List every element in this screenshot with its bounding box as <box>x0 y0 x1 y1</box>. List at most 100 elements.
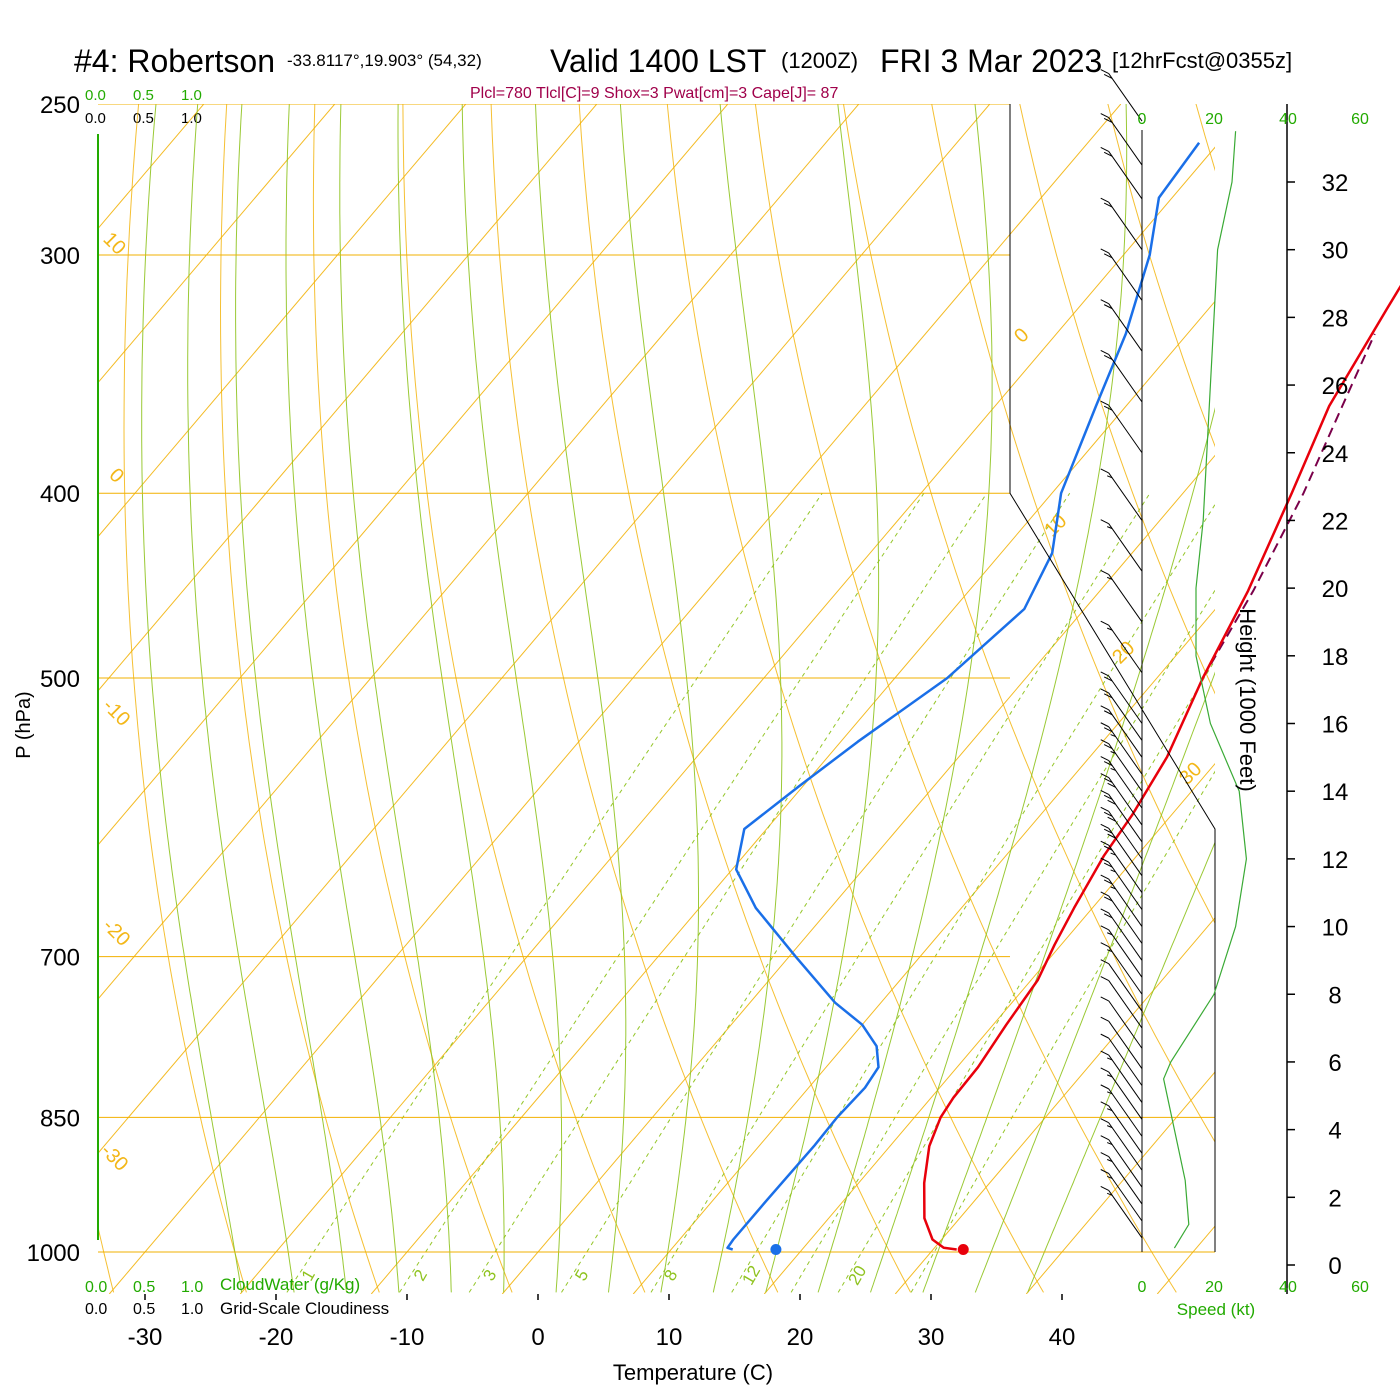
wind-barb-half-feather <box>1110 751 1116 754</box>
wind-barb-half-feather <box>1106 1057 1113 1061</box>
top-scale-black-1: 0.5 <box>133 110 154 127</box>
bottom-scale-green-0: 0.0 <box>85 1279 107 1296</box>
wind-barb-feather <box>1100 857 1109 863</box>
wind-barb-half-feather <box>1106 1125 1113 1129</box>
wind-speed-profile <box>1162 131 1248 1249</box>
wind-barb <box>1100 519 1143 572</box>
wind-barb <box>1100 1016 1143 1069</box>
wind-barb-feather <box>1100 671 1109 677</box>
wind-barb-staff <box>1108 404 1143 454</box>
dry-adiabat <box>490 104 779 1293</box>
isotherm <box>632 608 1215 1294</box>
wind-barb <box>1100 400 1143 454</box>
wind-barb <box>1100 1169 1143 1222</box>
wind-barb <box>1100 113 1143 166</box>
x-axis-label: Temperature (C) <box>613 1360 773 1385</box>
wind-barb-feather <box>1100 1067 1109 1073</box>
isotherm <box>98 104 860 1000</box>
speed-axis-label: Speed (kt) <box>1177 1300 1255 1319</box>
wind-barb-feather <box>1103 862 1113 868</box>
surface-dewpoint-dot <box>770 1244 782 1256</box>
wind-barb <box>1100 1118 1143 1171</box>
wind-barb-feather <box>1103 727 1113 733</box>
wind-barb-feather <box>1100 146 1109 152</box>
station-coords: -33.8117°,19.903° (54,32) <box>287 51 482 70</box>
wind-barb-feather <box>1103 151 1113 157</box>
wind-barb-feather <box>1100 976 1109 982</box>
valid-date: FRI 3 Mar 2023 <box>880 43 1102 79</box>
wind-barb <box>1100 248 1143 301</box>
pressure-tick-label: 850 <box>40 1105 80 1132</box>
isotherm <box>239 146 1215 1294</box>
station-title: #4: Robertson <box>74 43 275 79</box>
temperature-tick-label: -30 <box>128 1324 163 1351</box>
wind-barb-feather <box>1103 913 1113 919</box>
wind-barb-feather <box>1100 69 1109 75</box>
height-tick-label: 24 <box>1322 441 1349 468</box>
wind-barb-feather <box>1100 1033 1109 1039</box>
wind-barb-staff <box>1108 861 1143 910</box>
mixing-ratio-line <box>468 492 988 1293</box>
wind-barb-staff <box>1108 827 1143 877</box>
dry-adiabat <box>402 104 646 1293</box>
wind-barb-staff <box>1108 151 1143 200</box>
dry-adiabat <box>754 104 1177 1293</box>
wind-barb-staff <box>1108 743 1143 792</box>
moist-adiabat <box>765 104 880 1293</box>
wind-barb-feather <box>1100 942 1109 948</box>
wind-barb-half-feather <box>1106 475 1113 479</box>
moist-adiabat <box>285 104 400 1293</box>
temperature-tick-label: 40 <box>1049 1324 1076 1351</box>
wind-barb-feather <box>1100 722 1109 728</box>
wind-barb-half-feather <box>1106 932 1113 936</box>
wind-barb <box>1100 1101 1143 1154</box>
moist-adiabat <box>339 104 452 1293</box>
wind-barb-feather <box>1103 676 1113 682</box>
wind-barb-feather <box>1100 1135 1109 1141</box>
wind-barb-half-feather <box>1110 767 1116 771</box>
wind-barb-feather <box>1100 908 1109 914</box>
isotherm <box>98 104 991 1154</box>
height-tick-label: 26 <box>1322 373 1349 400</box>
speed-tick-top-60: 60 <box>1351 111 1369 128</box>
wind-barb <box>1100 874 1143 927</box>
wind-barb-feather <box>1103 896 1113 902</box>
wind-barb-feather <box>1103 828 1113 834</box>
dry-adiabat <box>1107 104 1215 448</box>
wind-barb-feather <box>1107 799 1116 805</box>
wind-barb-feather <box>1100 959 1109 965</box>
temperature-tick-label: 20 <box>787 1324 814 1351</box>
wind-barb <box>1100 857 1143 910</box>
mixing-ratio-line <box>399 492 925 1293</box>
wind-barb-feather <box>1100 1084 1109 1090</box>
wind-barb <box>1100 570 1143 623</box>
valid-time: Valid 1400 LST <box>550 43 766 79</box>
speed-tick-top-20: 20 <box>1205 111 1223 128</box>
wind-barb-feather <box>1100 840 1109 846</box>
wind-barb <box>1100 823 1143 877</box>
temperature-profile <box>922 284 1400 1251</box>
wind-barb-feather <box>1100 773 1109 778</box>
wind-barb <box>1100 1185 1143 1239</box>
wind-barb <box>1100 806 1143 860</box>
height-tick-label: 16 <box>1322 712 1349 739</box>
wind-barb-staff <box>1108 1054 1143 1103</box>
wind-barb-feather <box>1100 468 1109 474</box>
speed-tick-bottom-0: 0 <box>1138 1279 1147 1296</box>
wind-barb-feather <box>1100 739 1109 745</box>
mixing-ratio-line <box>790 589 1215 1293</box>
wind-barb-staff <box>1108 929 1143 978</box>
speed-tick-top-40: 40 <box>1279 111 1297 128</box>
wind-barb-feather <box>1103 202 1113 208</box>
wind-barb <box>1100 1050 1143 1103</box>
dry-adiabat <box>931 104 1215 925</box>
wind-barb-feather <box>1103 794 1113 800</box>
temperature-tick-label: 30 <box>918 1324 945 1351</box>
wind-barb-feather <box>1100 891 1109 897</box>
wind-barb-feather <box>1100 1185 1109 1191</box>
temperature-tick-label: -10 <box>390 1324 425 1351</box>
height-tick-label: 28 <box>1322 305 1349 332</box>
dry-adiabat <box>123 104 247 1293</box>
wind-barb <box>1100 773 1143 826</box>
height-tick-label: 8 <box>1328 982 1341 1009</box>
